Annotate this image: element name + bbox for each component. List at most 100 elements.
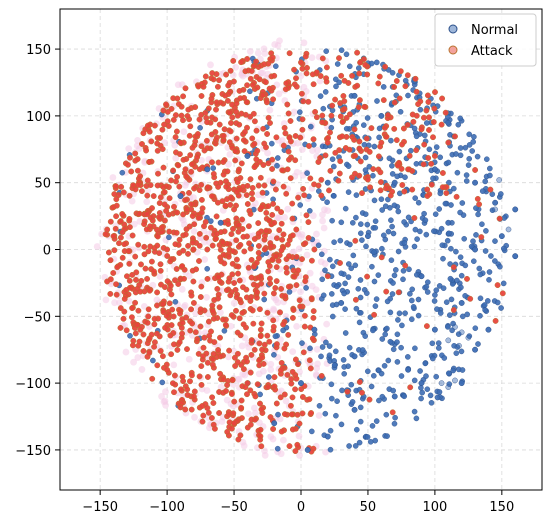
attack-point [255,230,262,237]
attack-halo-point [275,214,283,222]
attack-point [204,359,211,366]
attack-point [132,253,139,260]
attack-point [160,301,167,308]
attack-point [196,187,203,194]
attack-point [494,282,501,289]
attack-point [169,380,176,387]
attack-point [378,254,385,261]
normal-point [322,89,329,95]
normal-point [342,306,348,312]
attack-point [277,394,284,401]
normal-point [394,339,400,345]
attack-halo-point [303,251,311,259]
normal-point [383,411,390,418]
attack-point [179,263,186,270]
attack-point [439,184,446,191]
attack-halo-point [300,39,308,47]
attack-point [270,323,277,330]
normal-point [310,141,317,148]
normal-point [457,145,464,151]
normal-point [472,179,479,186]
attack-point [126,192,133,199]
attack-point [261,290,268,297]
attack-point [228,194,234,201]
attack-point [202,219,209,225]
normal-point [150,357,156,364]
attack-point [269,211,276,218]
attack-point [210,351,217,357]
y-tick-label: 50 [34,177,51,192]
attack-point [196,230,203,237]
attack-point [212,116,219,123]
attack-point [121,308,128,315]
normal-point [326,343,333,349]
normal-point [332,348,339,355]
attack-point [173,128,180,135]
attack-point [259,346,266,353]
normal-point [387,309,394,316]
attack-point [273,341,280,348]
attack-point [208,95,215,102]
attack-point [355,104,362,111]
x-tick-label: −150 [82,500,118,515]
normal-point [447,275,454,282]
attack-point [253,58,260,65]
attack-halo-point [293,322,301,330]
attack-point [332,149,339,156]
attack-halo-point [156,273,164,280]
attack-point [203,234,210,241]
attack-point [356,379,363,385]
attack-point [286,443,293,450]
attack-point [289,426,296,433]
normal-point [275,411,281,418]
attack-point [107,257,114,264]
attack-point [313,114,320,121]
attack-point [267,280,274,287]
attack-point [182,406,189,413]
normal-point [363,243,369,250]
normal-point [376,397,382,404]
normal-point [462,292,468,299]
attack-point [166,195,173,202]
normal-point [476,265,483,272]
attack-halo-point [297,233,305,241]
normal-point [172,298,179,305]
attack-point [151,343,158,350]
attack-point [237,175,244,181]
attack-point [174,209,181,216]
normal-point [119,169,126,176]
attack-point [228,120,234,126]
attack-point [187,378,193,385]
normal-point [431,326,438,333]
normal-point [380,232,387,239]
normal-point [345,189,352,195]
normal-point [457,209,463,216]
attack-point [121,295,128,302]
normal-point [438,225,445,232]
attack-point [146,128,153,135]
attack-point [211,297,218,303]
attack-point [423,323,430,330]
normal-point [373,296,380,302]
attack-halo-point [230,299,238,307]
attack-point [188,372,195,379]
normal-point [353,192,360,198]
attack-point [237,95,244,102]
normal-point [328,381,335,388]
attack-point [338,72,345,79]
attack-point [220,251,227,258]
attack-point [442,109,449,116]
attack-point [225,278,232,285]
attack-point [281,124,288,131]
attack-point [158,224,165,231]
attack-point [145,248,152,255]
normal-point [272,63,279,69]
attack-point [263,227,270,234]
attack-point [247,421,254,428]
attack-point [380,97,387,104]
attack-point [257,326,264,333]
attack-halo-point [260,367,267,375]
attack-point [253,156,260,163]
attack-point [230,57,237,64]
normal-point [328,124,335,131]
